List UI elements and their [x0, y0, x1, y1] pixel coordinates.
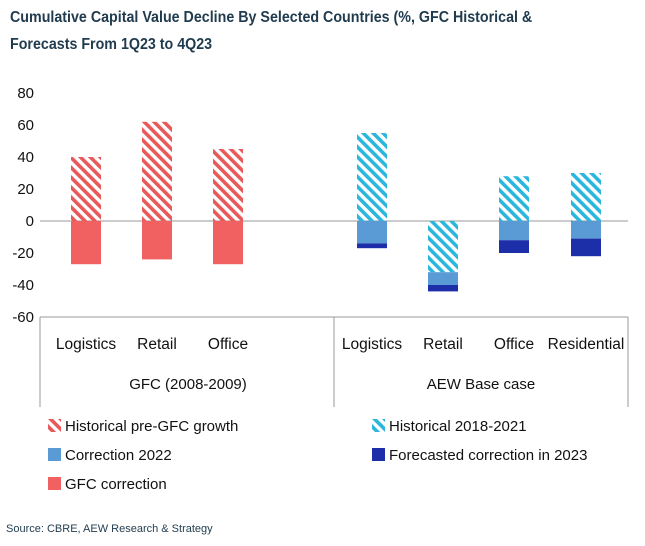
y-tick-label: 20 [17, 181, 34, 198]
bar-correction-2022 [499, 221, 529, 241]
bar-historical-pre-gfc [71, 157, 101, 221]
bar-forecast-2023 [571, 238, 601, 257]
bar-historical-2018-2021 [428, 221, 458, 273]
legend-item-forecast-2023: Forecasted correction in 2023 [372, 447, 587, 464]
x-tick-label: Retail [137, 336, 177, 353]
legend-swatch-historical-pre-gfc [48, 419, 61, 432]
legend-swatch-correction-2022 [48, 448, 61, 461]
y-tick-label: -20 [12, 245, 34, 262]
bar-gfc-correction [213, 221, 243, 265]
x-tick-label: Office [494, 336, 534, 353]
legend-label-historical-pre-gfc: Historical pre-GFC growth [65, 418, 239, 435]
bar-correction-2022 [428, 272, 458, 285]
x-tick-label: Residential [548, 336, 625, 353]
y-tick-label: 40 [17, 149, 34, 166]
legend-swatch-forecast-2023 [372, 448, 385, 461]
legend-swatch-gfc-correction [48, 477, 61, 490]
bar-forecast-2023 [499, 240, 529, 253]
chart-title: Cumulative Capital Value Decline By Sele… [10, 4, 590, 58]
legend-label-forecast-2023: Forecasted correction in 2023 [389, 447, 588, 464]
bar-forecast-2023 [428, 285, 458, 292]
y-tick-label: 80 [17, 85, 34, 102]
y-tick-label: -60 [12, 309, 34, 326]
y-tick-label: 60 [17, 117, 34, 134]
y-tick-label: -40 [12, 277, 34, 294]
bar-correction-2022 [571, 221, 601, 239]
bar-correction-2022 [357, 221, 387, 244]
group-label: GFC (2008-2009) [129, 376, 247, 393]
x-tick-label: Retail [423, 336, 463, 353]
bar-gfc-correction [71, 221, 101, 265]
chart-title-line-1: Cumulative Capital Value Decline By Sele… [10, 9, 533, 26]
legend-item-gfc-correction: GFC correction [48, 476, 167, 493]
legend-item-historical-pre-gfc: Historical pre-GFC growth [48, 418, 238, 435]
source-note: Source: CBRE, AEW Research & Strategy [6, 523, 213, 535]
x-tick-label: Office [208, 336, 248, 353]
legend-swatch-historical-2018-2021 [372, 419, 385, 432]
x-tick-label: Logistics [56, 336, 117, 353]
bar-historical-pre-gfc [213, 149, 243, 221]
x-tick-label: Logistics [342, 336, 403, 353]
legend-label-historical-2018-2021: Historical 2018-2021 [389, 418, 527, 435]
bar-historical-pre-gfc [142, 121, 172, 221]
legend-label-correction-2022: Correction 2022 [65, 447, 172, 464]
bar-forecast-2023 [357, 243, 387, 249]
bar-historical-2018-2021 [357, 133, 387, 221]
legend-item-historical-2018-2021: Historical 2018-2021 [372, 418, 527, 435]
legend-item-correction-2022: Correction 2022 [48, 447, 172, 464]
y-tick-label: 0 [26, 213, 34, 230]
bar-historical-2018-2021 [571, 173, 601, 221]
group-label: AEW Base case [427, 376, 535, 393]
bar-gfc-correction [142, 221, 172, 260]
chart-title-line-2: Forecasts From 1Q23 to 4Q23 [10, 36, 213, 53]
bar-historical-2018-2021 [499, 176, 529, 221]
legend-label-gfc-correction: GFC correction [65, 476, 167, 493]
